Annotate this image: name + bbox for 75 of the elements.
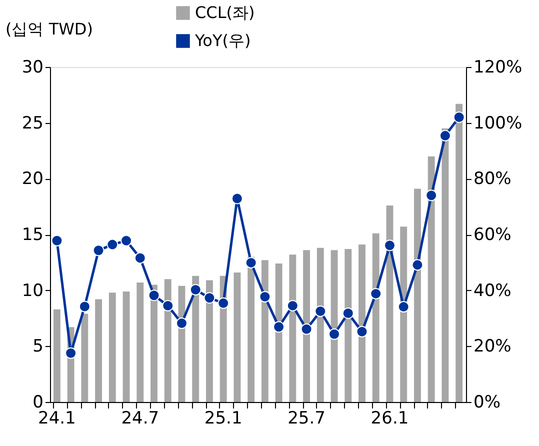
bar	[248, 256, 255, 402]
bar	[442, 128, 449, 402]
point	[78, 300, 90, 312]
y2-tick-label: 100%	[474, 113, 522, 134]
point	[328, 328, 340, 340]
bar	[428, 156, 435, 402]
point	[426, 190, 438, 202]
bar	[206, 280, 213, 402]
point	[412, 259, 424, 271]
point	[204, 292, 216, 304]
bar	[261, 260, 268, 402]
point	[356, 326, 368, 338]
point	[231, 192, 243, 204]
point	[286, 300, 298, 312]
x-tick-label: 26.1	[370, 408, 409, 428]
bar	[192, 276, 200, 402]
point	[245, 256, 257, 268]
bar	[414, 188, 421, 402]
y2-tick-label: 40%	[474, 280, 512, 301]
y-tick-label: 10	[22, 280, 44, 301]
x-tick-label: 24.7	[121, 408, 160, 428]
y2-tick-label: 0%	[474, 392, 500, 412]
y-tick-label: 30	[22, 58, 44, 78]
bar	[122, 291, 130, 402]
legend-label: CCL(좌)	[195, 3, 255, 22]
y-tick-label: 20	[22, 169, 44, 190]
point	[148, 290, 160, 302]
y2-tick-label: 120%	[474, 58, 522, 78]
point	[384, 240, 396, 252]
point	[273, 321, 285, 333]
bar	[275, 264, 282, 402]
bar	[108, 292, 116, 402]
bar	[316, 248, 324, 402]
legend-label: YoY(우)	[194, 31, 251, 50]
bar	[289, 254, 296, 402]
point	[51, 234, 63, 246]
point	[453, 112, 465, 123]
y-tick-label: 25	[22, 113, 44, 134]
point	[342, 307, 354, 319]
point	[370, 288, 382, 300]
point	[176, 318, 188, 330]
point	[218, 297, 230, 309]
bar	[372, 233, 380, 402]
y-tick-label: 5	[32, 336, 44, 357]
bar	[400, 226, 408, 402]
point	[300, 323, 312, 335]
bar	[136, 282, 144, 402]
point	[439, 130, 451, 142]
point	[259, 291, 271, 302]
y2-tick-label: 20%	[474, 336, 512, 357]
bar	[358, 244, 366, 402]
bar	[344, 249, 352, 402]
point	[65, 347, 77, 359]
x-tick-label: 25.7	[288, 408, 326, 428]
point	[162, 300, 174, 312]
point	[314, 306, 326, 318]
bar	[234, 272, 241, 402]
x-tick-label: 24.1	[38, 408, 76, 428]
bar	[303, 250, 310, 402]
bar	[456, 104, 463, 402]
point	[106, 238, 118, 250]
point	[134, 252, 146, 264]
x-tick-label: 25.1	[204, 408, 242, 428]
y2-tick-label: 60%	[474, 225, 512, 245]
y2-tick-label: 80%	[474, 169, 512, 190]
point	[120, 234, 132, 246]
point	[92, 244, 104, 256]
y-tick-label: 15	[22, 225, 44, 245]
bar	[95, 299, 102, 402]
bar	[81, 314, 88, 402]
point	[398, 301, 410, 313]
y-axis-title: (십억 TWD)	[6, 20, 93, 38]
point	[190, 284, 202, 296]
bar	[164, 279, 172, 402]
bar	[53, 309, 60, 402]
